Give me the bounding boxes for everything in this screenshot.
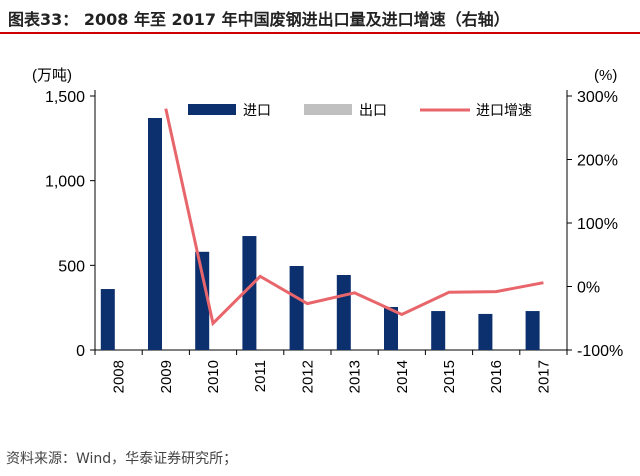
legend-swatch-import [188,104,236,115]
bar-import [100,289,115,350]
left-tick-label: 1,000 [45,174,85,191]
bar-import [195,251,210,350]
bar-import [525,311,540,350]
left-axis-label: (万吨) [32,67,72,84]
right-tick-label: 100% [577,216,618,233]
right-tick-label: 200% [577,153,618,170]
left-tick-label: 500 [58,258,85,275]
source-note: 资料来源：Wind，华泰证券研究所； [6,451,238,467]
legend-label-export: 出口 [359,102,387,118]
x-tick-label: 2017 [535,360,552,393]
bar-import [336,274,351,350]
right-tick-label: 0% [577,280,600,297]
bar-import [478,313,493,350]
right-tick-label: -100% [577,343,623,360]
x-tick-label: 2016 [488,360,505,393]
chart-title: 图表33： 2008 年至 2017 年中国废钢进出口量及进口增速（右轴） [8,10,510,29]
legend-swatch-export [304,104,352,115]
bar-import [384,306,398,350]
title-rule [0,32,640,34]
x-tick-label: 2011 [252,360,269,392]
legend-label-import: 进口 [243,102,271,118]
x-tick-label: 2008 [111,360,128,393]
x-tick-label: 2013 [347,360,364,393]
right-axis-label: (%) [594,67,617,84]
left-tick-label: 0 [76,343,85,360]
bar-import [148,118,162,350]
x-tick-label: 2009 [158,360,175,393]
x-tick-label: 2014 [394,360,411,393]
legend-label-growth: 进口增速 [476,102,532,118]
x-tick-label: 2015 [441,360,458,393]
left-tick-label: 1,500 [45,89,85,106]
x-tick-label: 2010 [205,360,222,393]
bar-import [242,236,257,350]
bar-import [289,266,304,350]
line-import-growth [164,108,544,327]
bar-import [431,311,446,350]
x-tick-label: 2012 [299,360,316,393]
right-tick-label: 300% [577,89,618,106]
